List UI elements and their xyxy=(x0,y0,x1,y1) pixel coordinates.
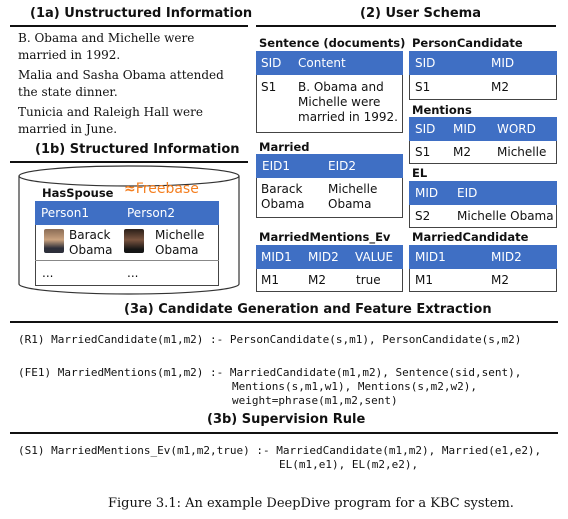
mentions-table-name: Mentions xyxy=(412,103,472,117)
sentence-table-name: Sentence (documents) xyxy=(259,36,406,50)
section-2-title: (2) User Schema xyxy=(360,6,481,21)
married-eid2-value: Michelle Obama xyxy=(328,182,378,211)
marriedcandidate-header: MID1 MID2 xyxy=(409,245,557,269)
col-person1: Person1 xyxy=(41,206,89,220)
sentence-3: Tunicia and Raleigh Hall were married in… xyxy=(18,105,203,136)
col-sid: SID xyxy=(261,56,282,70)
section-3b-rule xyxy=(10,432,558,434)
rule-s1-line1: (S1) MarriedMentions_Ev(m1,m2,true) :- M… xyxy=(18,444,542,457)
marriedmentions-ev-header: MID1 MID2 VALUE xyxy=(256,245,403,269)
hasspouse-header: Person1 Person2 xyxy=(35,201,219,225)
sentence-2: Malia and Sasha Obama attended the state… xyxy=(18,68,224,99)
marriedmentions-ev-table-name: MarriedMentions_Ev xyxy=(259,230,391,244)
freebase-logo: ≈Freebase xyxy=(124,181,199,197)
marriedcandidate-table-name: MarriedCandidate xyxy=(412,230,529,244)
mentions-sid-value: S1 xyxy=(415,145,431,159)
col-content: Content xyxy=(298,56,346,70)
rule-fe1-line3: weight=phrase(m1,m2,sent) xyxy=(232,394,398,407)
personcandidate-mid-value: M2 xyxy=(491,80,509,94)
figure-caption: Figure 3.1: An example DeepDive program … xyxy=(108,496,514,511)
rule-s1-line2: EL(m1,e1), EL(m2,e2), xyxy=(279,458,419,471)
section-1b-rule xyxy=(10,161,248,163)
barack-obama-photo xyxy=(44,229,64,253)
freebase-wave-icon: ≈ xyxy=(124,181,136,197)
col-value: VALUE xyxy=(355,250,394,264)
hasspouse-person1-value: Barack Obama xyxy=(69,228,113,257)
col-mid1: MID1 xyxy=(261,250,292,264)
sentence-sid-value: S1 xyxy=(261,80,277,94)
section-2-rule xyxy=(256,25,556,27)
col-mid: MID xyxy=(415,186,439,200)
section-3b-title: (3b) Supervision Rule xyxy=(207,412,366,427)
el-eid-value: Michelle Obama xyxy=(457,209,554,223)
hasspouse-ellipsis-2: ... xyxy=(127,266,139,280)
mentions-word-value: Michelle xyxy=(497,145,547,159)
rule-r1: (R1) MarriedCandidate(m1,m2) :- PersonCa… xyxy=(18,333,522,346)
marriedmentions-ev-value-value: true xyxy=(356,273,381,287)
hasspouse-divider xyxy=(35,260,219,261)
section-1b-title: (1b) Structured Information xyxy=(35,142,240,157)
col-mid: MID xyxy=(453,122,477,136)
col-mid2: MID2 xyxy=(308,250,339,264)
section-3a-rule xyxy=(10,321,558,323)
marriedmentions-ev-mid2-value: M2 xyxy=(308,273,326,287)
personcandidate-header: SID MID xyxy=(409,51,557,75)
col-eid: EID xyxy=(457,186,478,200)
col-mid: MID xyxy=(491,56,515,70)
mentions-header: SID MID WORD xyxy=(409,117,557,141)
marriedcandidate-mid2-value: M2 xyxy=(491,273,509,287)
michelle-obama-photo xyxy=(124,229,144,253)
sentence-header: SID Content xyxy=(256,51,403,75)
col-word: WORD xyxy=(497,122,536,136)
section-3a-title: (3a) Candidate Generation and Feature Ex… xyxy=(124,302,492,317)
col-eid2: EID2 xyxy=(328,159,356,173)
personcandidate-table-name: PersonCandidate xyxy=(412,36,523,50)
hasspouse-person2-value: Michelle Obama xyxy=(155,228,205,257)
section-1a-title: (1a) Unstructured Information xyxy=(30,6,253,21)
hasspouse-table-name: HasSpouse xyxy=(42,186,114,200)
sentence-content-value: B. Obama and Michelle were married in 19… xyxy=(298,80,398,124)
col-eid1: EID1 xyxy=(262,159,290,173)
married-header: EID1 EID2 xyxy=(256,154,403,178)
personcandidate-sid-value: S1 xyxy=(415,80,431,94)
rule-fe1-line2: Mentions(s,m1,w1), Mentions(s,m2,w2), xyxy=(232,380,478,393)
marriedmentions-ev-mid1-value: M1 xyxy=(261,273,279,287)
el-mid-value: S2 xyxy=(415,209,431,223)
hasspouse-ellipsis-1: ... xyxy=(42,266,54,280)
sentence-1: B. Obama and Michelle were married in 19… xyxy=(18,31,195,62)
col-mid1: MID1 xyxy=(415,250,446,264)
col-person2: Person2 xyxy=(127,206,175,220)
marriedcandidate-mid1-value: M1 xyxy=(415,273,433,287)
married-table-name: Married xyxy=(259,140,310,154)
mentions-mid-value: M2 xyxy=(453,145,471,159)
col-sid: SID xyxy=(415,56,436,70)
rule-fe1-line1: (FE1) MarriedMentions(m1,m2) :- MarriedC… xyxy=(18,366,522,379)
col-sid: SID xyxy=(415,122,436,136)
el-table-name: EL xyxy=(412,166,428,180)
freebase-logo-text: Freebase xyxy=(135,181,199,197)
col-mid2: MID2 xyxy=(491,250,522,264)
married-eid1-value: Barack Obama xyxy=(261,182,305,211)
section-1a-rule xyxy=(10,25,248,27)
el-header: MID EID xyxy=(409,181,557,205)
